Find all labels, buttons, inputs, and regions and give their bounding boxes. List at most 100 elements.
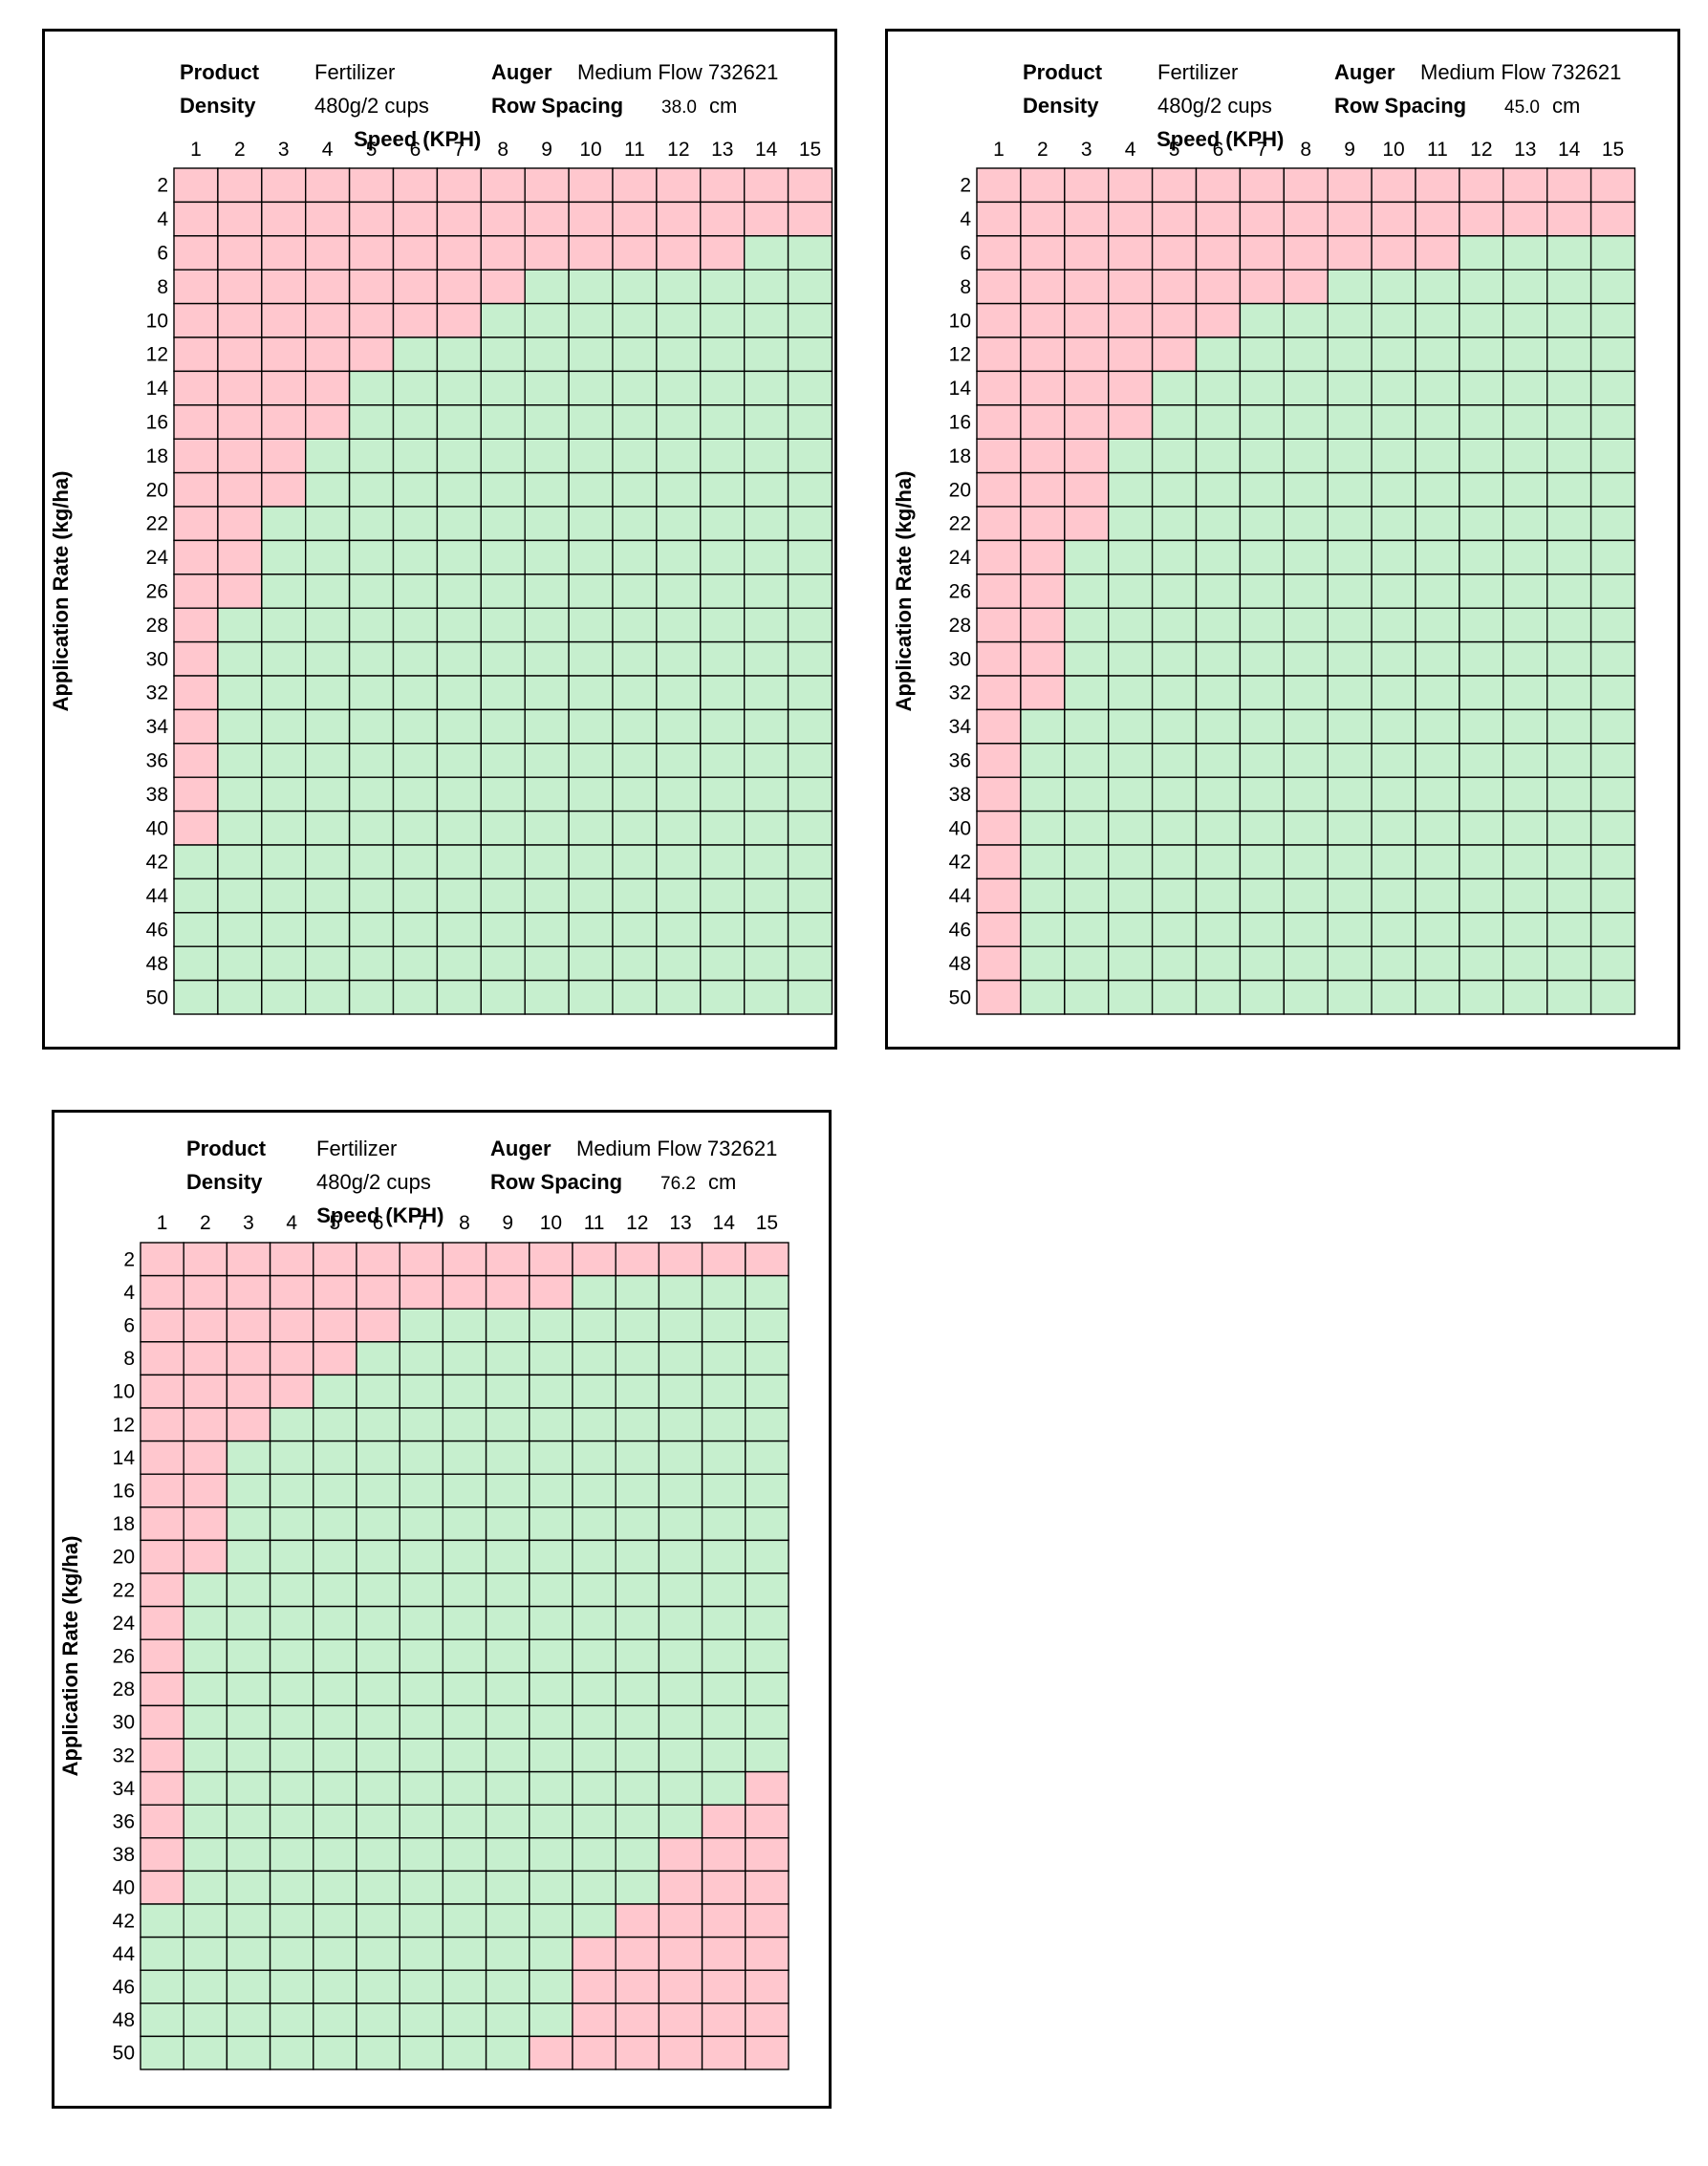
heatmap-cell <box>1327 506 1373 542</box>
heatmap-cell <box>1064 945 1110 982</box>
heatmap-cell <box>348 438 395 474</box>
heatmap-cell <box>529 1936 573 1971</box>
heatmap-cell <box>1064 640 1110 677</box>
heatmap-cell <box>524 979 570 1015</box>
heatmap-cell <box>1459 539 1504 575</box>
heatmap-cell <box>529 1605 573 1640</box>
heatmap-cell <box>1064 438 1110 474</box>
heatmap-cell <box>399 1738 444 1773</box>
heatmap-cell <box>612 370 658 406</box>
heatmap-cell <box>217 269 263 305</box>
heatmap-cell <box>1151 743 1198 778</box>
heatmap-cell <box>261 743 307 778</box>
heatmap-cell <box>173 370 219 406</box>
heatmap-cell <box>656 979 702 1015</box>
heatmap-cell <box>485 1341 530 1376</box>
heatmap-cell <box>572 1374 616 1409</box>
heatmap-cell <box>485 1770 530 1806</box>
heatmap-cell <box>744 370 789 406</box>
heatmap-cell <box>399 2003 444 2038</box>
heatmap-cell <box>572 1440 616 1475</box>
heatmap-cell <box>529 1638 573 1674</box>
heatmap-cell <box>1283 336 1329 373</box>
heatmap-cell <box>612 438 658 474</box>
heatmap-cell <box>976 810 1022 846</box>
heatmap-cell <box>356 1473 400 1508</box>
heatmap-cell <box>1195 708 1242 745</box>
heatmap-cell <box>305 506 351 542</box>
heatmap-cell <box>183 1837 228 1873</box>
heatmap-cell <box>976 506 1022 542</box>
heatmap-cell <box>269 1638 314 1674</box>
heatmap-cell <box>744 269 789 305</box>
heatmap-cell <box>572 1506 616 1542</box>
heatmap-cell <box>1327 471 1373 508</box>
y-tick-label: 28 <box>113 1679 135 1700</box>
heatmap-cell <box>140 1837 184 1873</box>
x-tick-label: 8 <box>497 139 508 161</box>
heatmap-cell <box>529 1506 573 1542</box>
heatmap-cell <box>348 574 395 609</box>
heatmap-cell <box>745 2003 789 2038</box>
heatmap-cell <box>701 1672 746 1707</box>
heatmap-cell <box>787 404 833 440</box>
heatmap-cell <box>183 1242 228 1277</box>
heatmap-cell <box>745 1407 789 1442</box>
heatmap-cell <box>173 269 219 305</box>
heatmap-cell <box>700 574 746 609</box>
heatmap-cell <box>1283 675 1329 711</box>
heatmap-cell <box>226 1274 271 1310</box>
heatmap-cell <box>269 1837 314 1873</box>
heatmap-cell <box>305 607 351 643</box>
heatmap-cell <box>787 776 833 812</box>
heatmap-cell <box>572 1341 616 1376</box>
heatmap-cell <box>1239 675 1285 711</box>
heatmap-cell <box>1546 438 1592 474</box>
heatmap-cell <box>436 506 482 542</box>
heatmap-cell <box>226 1837 271 1873</box>
heatmap-cell <box>392 877 439 914</box>
heatmap-cell <box>745 1770 789 1806</box>
x-tick-label: 5 <box>366 139 378 161</box>
heatmap-cell <box>744 302 789 338</box>
heatmap-cell <box>1195 471 1242 508</box>
heatmap-cell <box>1195 810 1242 846</box>
row-spacing-value: 76.2 <box>660 1174 696 1194</box>
heatmap-cell <box>976 201 1022 237</box>
x-tick-label: 3 <box>1081 139 1092 161</box>
heatmap-cell <box>436 235 482 271</box>
heatmap-cell <box>1064 607 1110 643</box>
heatmap-cell <box>745 1903 789 1939</box>
heatmap-cell <box>261 201 307 237</box>
heatmap-cell <box>701 1341 746 1376</box>
y-tick-label: 2 <box>123 1248 135 1270</box>
heatmap-cell <box>656 607 702 643</box>
heatmap-cell <box>658 1837 703 1873</box>
heatmap-cell <box>529 1274 573 1310</box>
heatmap-cell <box>1283 167 1329 204</box>
heatmap-cell <box>615 1804 660 1839</box>
heatmap-cell <box>305 979 351 1015</box>
heatmap-cell <box>701 2035 746 2070</box>
heatmap-cell <box>524 404 570 440</box>
heatmap-cell <box>701 1903 746 1939</box>
heatmap-cell <box>656 675 702 711</box>
heatmap-cell <box>348 336 395 373</box>
y-tick-label: 18 <box>113 1513 135 1535</box>
heatmap-cell <box>701 1969 746 2004</box>
heatmap-cell <box>269 2003 314 2038</box>
heatmap-cell <box>356 1936 400 1971</box>
heatmap-cell <box>442 1804 487 1839</box>
y-tick-label: 40 <box>949 817 971 839</box>
heatmap-cell <box>1195 607 1242 643</box>
heatmap-cell <box>485 1804 530 1839</box>
heatmap-cell <box>1415 844 1460 880</box>
y-tick-label: 22 <box>113 1579 135 1601</box>
heatmap-cell <box>442 1473 487 1508</box>
heatmap-cell <box>701 1440 746 1475</box>
heatmap-cell <box>1283 708 1329 745</box>
heatmap-cell <box>745 1274 789 1310</box>
product-key: Product <box>180 60 260 84</box>
y-tick-label: 8 <box>157 276 168 298</box>
heatmap-cell <box>1064 201 1110 237</box>
